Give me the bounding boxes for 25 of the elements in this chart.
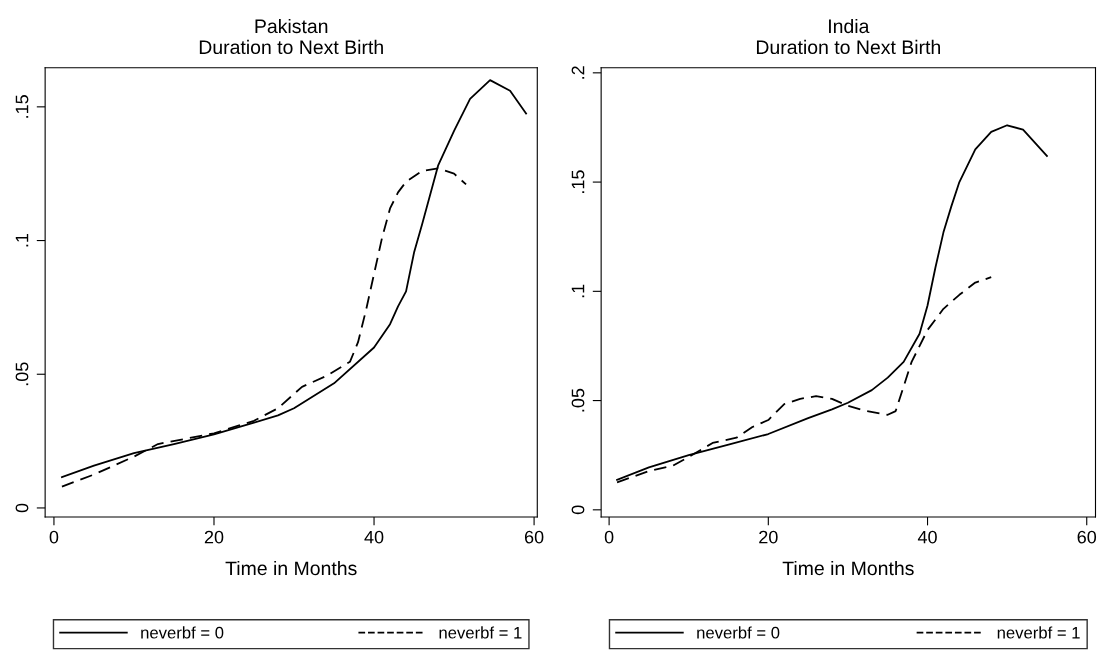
y-tick-label: .05 [15,362,29,386]
legend-label: neverbf = 0 [141,626,224,639]
chart-title: Pakistan Duration to Next Birth [199,18,383,55]
y-tick-label: .1 [571,284,585,298]
x-tick-label: 40 [917,530,937,544]
x-tick-label: 40 [364,530,384,544]
chart-title: India Duration to Next Birth [756,18,940,55]
x-tick-label: 60 [524,530,544,544]
legend-label: neverbf = 1 [439,626,522,639]
x-tick-label: 20 [759,530,778,544]
legend-label: neverbf = 1 [997,626,1080,639]
y-tick-label: 0 [15,503,29,513]
x-tick-label: 60 [1077,530,1097,544]
y-tick-label: .2 [571,66,585,79]
x-axis-title: Time in Months [782,560,914,576]
y-tick-label: .05 [571,388,585,412]
x-axis-title: Time in Months [225,560,357,576]
y-tick-label: .15 [15,95,29,118]
y-tick-label: 0 [571,505,585,515]
x-tick-label: 0 [49,530,59,544]
x-tick-label: 20 [204,530,224,544]
legend-label: neverbf = 0 [697,626,780,639]
y-tick-label: .1 [15,233,29,247]
y-tick-label: .15 [571,170,585,193]
x-tick-label: 0 [604,530,614,544]
